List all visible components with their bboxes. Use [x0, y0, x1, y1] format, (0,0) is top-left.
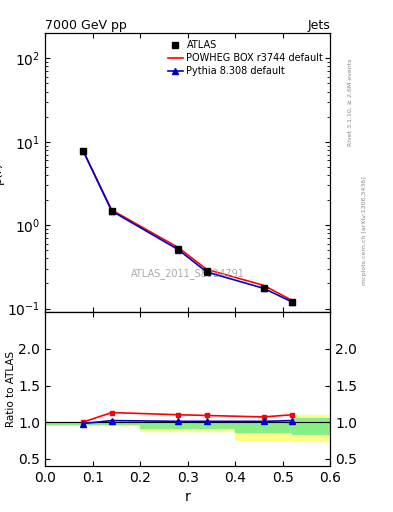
ATLAS	[261, 285, 266, 291]
POWHEG BOX r3744 default	[204, 266, 209, 272]
ATLAS	[204, 268, 209, 274]
Text: Rivet 3.1.10, ≥ 2.6M events: Rivet 3.1.10, ≥ 2.6M events	[348, 59, 353, 146]
Pythia 8.308 default	[176, 246, 180, 252]
Text: ATLAS_2011_S8924791: ATLAS_2011_S8924791	[131, 268, 244, 279]
Pythia 8.308 default	[261, 285, 266, 291]
Y-axis label: Ratio to ATLAS: Ratio to ATLAS	[6, 351, 16, 427]
ATLAS	[109, 207, 114, 214]
Polygon shape	[45, 418, 330, 434]
Text: mcplots.cern.ch [arXiv:1306.3436]: mcplots.cern.ch [arXiv:1306.3436]	[362, 176, 367, 285]
Line: POWHEG BOX r3744 default: POWHEG BOX r3744 default	[83, 151, 292, 301]
POWHEG BOX r3744 default	[176, 244, 180, 250]
Pythia 8.308 default	[204, 269, 209, 275]
Pythia 8.308 default	[290, 299, 294, 305]
ATLAS	[81, 148, 86, 154]
POWHEG BOX r3744 default	[81, 148, 86, 154]
Pythia 8.308 default	[81, 148, 86, 154]
Line: ATLAS: ATLAS	[80, 147, 296, 306]
Pythia 8.308 default	[109, 208, 114, 214]
POWHEG BOX r3744 default	[290, 297, 294, 304]
POWHEG BOX r3744 default	[109, 207, 114, 213]
Text: 7000 GeV pp: 7000 GeV pp	[45, 19, 127, 32]
ATLAS	[290, 299, 294, 305]
X-axis label: r: r	[185, 490, 191, 504]
Text: Jets: Jets	[307, 19, 330, 32]
Y-axis label: ρ(r): ρ(r)	[0, 161, 4, 184]
Polygon shape	[45, 415, 330, 441]
Legend: ATLAS, POWHEG BOX r3744 default, Pythia 8.308 default: ATLAS, POWHEG BOX r3744 default, Pythia …	[166, 38, 325, 78]
ATLAS	[176, 246, 180, 252]
POWHEG BOX r3744 default	[261, 282, 266, 288]
Line: Pythia 8.308 default: Pythia 8.308 default	[81, 148, 295, 305]
